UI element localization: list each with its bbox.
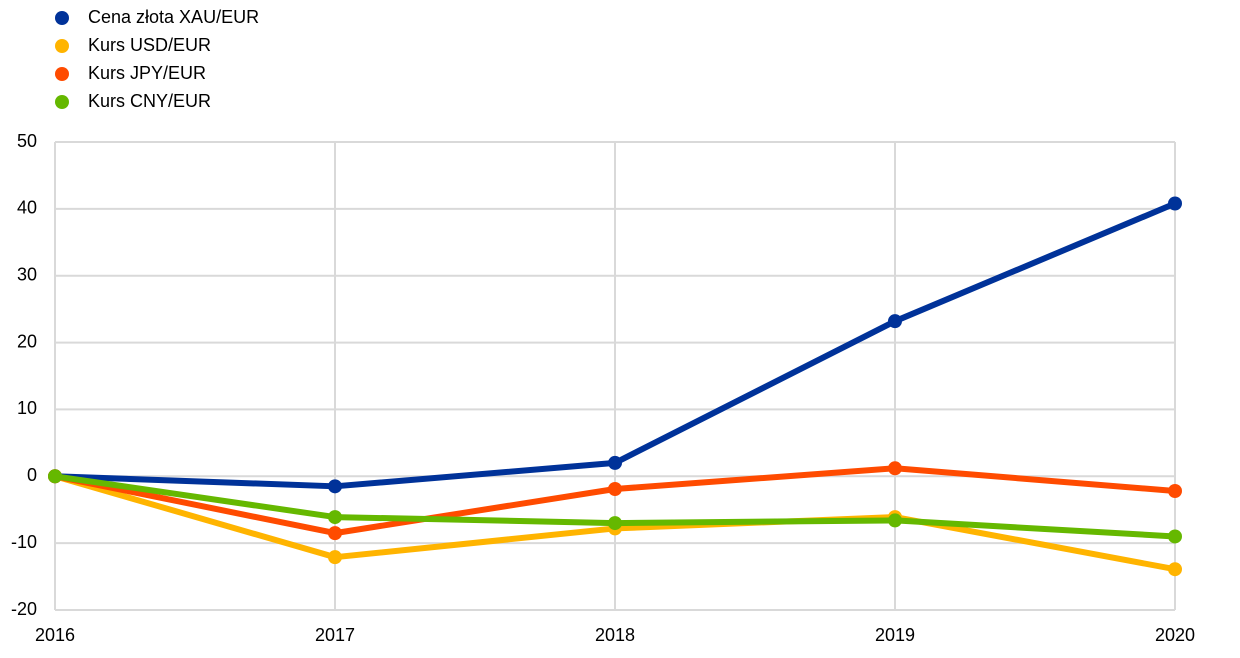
x-tick-label: 2019 <box>875 625 915 645</box>
point <box>1168 196 1182 211</box>
legend-marker <box>55 95 69 109</box>
y-tick-label: -20 <box>11 599 37 619</box>
point <box>608 455 622 470</box>
x-tick-label: 2018 <box>595 625 635 645</box>
y-tick-label: 30 <box>17 264 37 284</box>
y-tick-label: 10 <box>17 398 37 418</box>
legend-label: Kurs USD/EUR <box>88 35 211 55</box>
point <box>328 479 342 494</box>
y-tick-label: 0 <box>27 465 37 485</box>
legend-label: Kurs CNY/EUR <box>88 91 211 111</box>
point <box>888 461 902 476</box>
x-tick-label: 2020 <box>1155 625 1195 645</box>
x-tick-label: 2017 <box>315 625 355 645</box>
x-tick-label: 2016 <box>35 625 75 645</box>
legend-label: Cena złota XAU/EUR <box>88 7 259 27</box>
y-tick-label: 20 <box>17 331 37 351</box>
point <box>608 516 622 531</box>
point <box>328 510 342 525</box>
point <box>1168 529 1182 544</box>
point <box>328 526 342 541</box>
y-tick-label: 40 <box>17 198 37 218</box>
legend-label: Kurs JPY/EUR <box>88 63 206 83</box>
legend-marker <box>55 39 69 53</box>
point <box>608 481 622 496</box>
legend-marker <box>55 11 69 25</box>
legend-marker <box>55 67 69 81</box>
point <box>1168 483 1182 498</box>
y-tick-label: -10 <box>11 532 37 552</box>
point <box>1168 562 1182 577</box>
point <box>48 469 62 484</box>
point <box>888 513 902 528</box>
point <box>328 550 342 565</box>
y-tick-label: 50 <box>17 131 37 151</box>
point <box>888 314 902 329</box>
